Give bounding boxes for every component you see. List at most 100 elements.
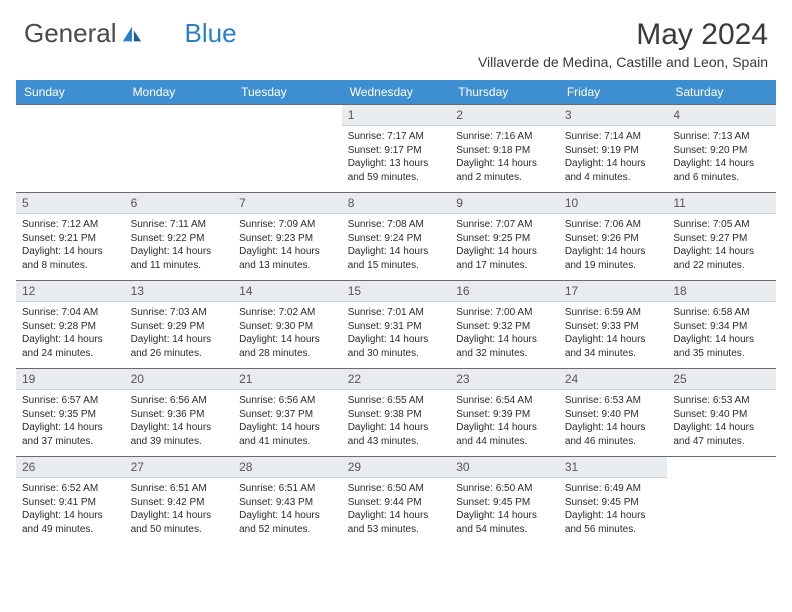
calendar-week-row: 19Sunrise: 6:57 AMSunset: 9:35 PMDayligh… <box>16 369 776 457</box>
day-details: Sunrise: 7:07 AMSunset: 9:25 PMDaylight:… <box>450 214 559 276</box>
daylight-text: Daylight: 14 hours and 4 minutes. <box>565 157 662 184</box>
sunset-text: Sunset: 9:34 PM <box>673 320 770 334</box>
sunrise-text: Sunrise: 7:01 AM <box>348 306 445 320</box>
sunset-text: Sunset: 9:24 PM <box>348 232 445 246</box>
day-number: 21 <box>233 369 342 390</box>
location-text: Villaverde de Medina, Castille and Leon,… <box>478 54 768 70</box>
day-details: Sunrise: 7:14 AMSunset: 9:19 PMDaylight:… <box>559 126 668 188</box>
daylight-text: Daylight: 14 hours and 47 minutes. <box>673 421 770 448</box>
day-number: 31 <box>559 457 668 478</box>
day-details: Sunrise: 6:54 AMSunset: 9:39 PMDaylight:… <box>450 390 559 452</box>
calendar-week-row: 1Sunrise: 7:17 AMSunset: 9:17 PMDaylight… <box>16 105 776 193</box>
day-number: 22 <box>342 369 451 390</box>
sunrise-text: Sunrise: 6:56 AM <box>131 394 228 408</box>
day-number: 26 <box>16 457 125 478</box>
day-details: Sunrise: 7:13 AMSunset: 9:20 PMDaylight:… <box>667 126 776 188</box>
daylight-text: Daylight: 14 hours and 34 minutes. <box>565 333 662 360</box>
calendar-day-cell <box>16 105 125 193</box>
calendar-day-cell: 19Sunrise: 6:57 AMSunset: 9:35 PMDayligh… <box>16 369 125 457</box>
day-details: Sunrise: 7:02 AMSunset: 9:30 PMDaylight:… <box>233 302 342 364</box>
calendar-day-cell: 18Sunrise: 6:58 AMSunset: 9:34 PMDayligh… <box>667 281 776 369</box>
sunrise-text: Sunrise: 6:50 AM <box>348 482 445 496</box>
calendar-day-cell: 30Sunrise: 6:50 AMSunset: 9:45 PMDayligh… <box>450 457 559 545</box>
day-number: 3 <box>559 105 668 126</box>
day-details: Sunrise: 6:51 AMSunset: 9:42 PMDaylight:… <box>125 478 234 540</box>
weekday-header: Monday <box>125 80 234 105</box>
daylight-text: Daylight: 14 hours and 46 minutes. <box>565 421 662 448</box>
sunrise-text: Sunrise: 7:05 AM <box>673 218 770 232</box>
calendar-week-row: 5Sunrise: 7:12 AMSunset: 9:21 PMDaylight… <box>16 193 776 281</box>
day-number: 30 <box>450 457 559 478</box>
day-details: Sunrise: 7:16 AMSunset: 9:18 PMDaylight:… <box>450 126 559 188</box>
daylight-text: Daylight: 14 hours and 35 minutes. <box>673 333 770 360</box>
sunset-text: Sunset: 9:35 PM <box>22 408 119 422</box>
sail-icon <box>121 24 143 44</box>
calendar-day-cell: 14Sunrise: 7:02 AMSunset: 9:30 PMDayligh… <box>233 281 342 369</box>
daylight-text: Daylight: 14 hours and 15 minutes. <box>348 245 445 272</box>
calendar-day-cell: 16Sunrise: 7:00 AMSunset: 9:32 PMDayligh… <box>450 281 559 369</box>
calendar-day-cell: 9Sunrise: 7:07 AMSunset: 9:25 PMDaylight… <box>450 193 559 281</box>
calendar-day-cell: 27Sunrise: 6:51 AMSunset: 9:42 PMDayligh… <box>125 457 234 545</box>
calendar-day-cell: 7Sunrise: 7:09 AMSunset: 9:23 PMDaylight… <box>233 193 342 281</box>
daylight-text: Daylight: 14 hours and 54 minutes. <box>456 509 553 536</box>
day-number: 4 <box>667 105 776 126</box>
day-number: 7 <box>233 193 342 214</box>
calendar-day-cell: 10Sunrise: 7:06 AMSunset: 9:26 PMDayligh… <box>559 193 668 281</box>
day-number: 18 <box>667 281 776 302</box>
title-block: May 2024 Villaverde de Medina, Castille … <box>478 18 768 70</box>
calendar-day-cell <box>233 105 342 193</box>
calendar-day-cell: 15Sunrise: 7:01 AMSunset: 9:31 PMDayligh… <box>342 281 451 369</box>
calendar-day-cell: 4Sunrise: 7:13 AMSunset: 9:20 PMDaylight… <box>667 105 776 193</box>
day-details: Sunrise: 7:05 AMSunset: 9:27 PMDaylight:… <box>667 214 776 276</box>
sunset-text: Sunset: 9:21 PM <box>22 232 119 246</box>
day-details: Sunrise: 6:53 AMSunset: 9:40 PMDaylight:… <box>559 390 668 452</box>
daylight-text: Daylight: 14 hours and 49 minutes. <box>22 509 119 536</box>
sunset-text: Sunset: 9:42 PM <box>131 496 228 510</box>
calendar-day-cell: 23Sunrise: 6:54 AMSunset: 9:39 PMDayligh… <box>450 369 559 457</box>
daylight-text: Daylight: 14 hours and 50 minutes. <box>131 509 228 536</box>
day-details: Sunrise: 6:58 AMSunset: 9:34 PMDaylight:… <box>667 302 776 364</box>
day-number: 29 <box>342 457 451 478</box>
daylight-text: Daylight: 14 hours and 8 minutes. <box>22 245 119 272</box>
day-details: Sunrise: 7:09 AMSunset: 9:23 PMDaylight:… <box>233 214 342 276</box>
sunset-text: Sunset: 9:28 PM <box>22 320 119 334</box>
calendar-week-row: 26Sunrise: 6:52 AMSunset: 9:41 PMDayligh… <box>16 457 776 545</box>
day-number: 5 <box>16 193 125 214</box>
daylight-text: Daylight: 14 hours and 6 minutes. <box>673 157 770 184</box>
day-number: 14 <box>233 281 342 302</box>
calendar-header-row: SundayMondayTuesdayWednesdayThursdayFrid… <box>16 80 776 105</box>
sunrise-text: Sunrise: 6:49 AM <box>565 482 662 496</box>
weekday-header: Wednesday <box>342 80 451 105</box>
sunset-text: Sunset: 9:26 PM <box>565 232 662 246</box>
day-number: 8 <box>342 193 451 214</box>
calendar-day-cell: 20Sunrise: 6:56 AMSunset: 9:36 PMDayligh… <box>125 369 234 457</box>
day-details: Sunrise: 6:52 AMSunset: 9:41 PMDaylight:… <box>16 478 125 540</box>
sunset-text: Sunset: 9:40 PM <box>565 408 662 422</box>
sunrise-text: Sunrise: 6:54 AM <box>456 394 553 408</box>
day-number: 1 <box>342 105 451 126</box>
calendar-day-cell: 24Sunrise: 6:53 AMSunset: 9:40 PMDayligh… <box>559 369 668 457</box>
sunrise-text: Sunrise: 7:17 AM <box>348 130 445 144</box>
sunset-text: Sunset: 9:36 PM <box>131 408 228 422</box>
sunrise-text: Sunrise: 6:57 AM <box>22 394 119 408</box>
day-details: Sunrise: 6:56 AMSunset: 9:37 PMDaylight:… <box>233 390 342 452</box>
day-details: Sunrise: 7:12 AMSunset: 9:21 PMDaylight:… <box>16 214 125 276</box>
sunset-text: Sunset: 9:22 PM <box>131 232 228 246</box>
weekday-header: Thursday <box>450 80 559 105</box>
daylight-text: Daylight: 14 hours and 44 minutes. <box>456 421 553 448</box>
sunrise-text: Sunrise: 7:12 AM <box>22 218 119 232</box>
calendar-day-cell: 22Sunrise: 6:55 AMSunset: 9:38 PMDayligh… <box>342 369 451 457</box>
sunset-text: Sunset: 9:39 PM <box>456 408 553 422</box>
daylight-text: Daylight: 14 hours and 11 minutes. <box>131 245 228 272</box>
day-details: Sunrise: 6:56 AMSunset: 9:36 PMDaylight:… <box>125 390 234 452</box>
day-number: 28 <box>233 457 342 478</box>
daylight-text: Daylight: 14 hours and 22 minutes. <box>673 245 770 272</box>
sunset-text: Sunset: 9:31 PM <box>348 320 445 334</box>
day-number: 11 <box>667 193 776 214</box>
calendar-day-cell: 5Sunrise: 7:12 AMSunset: 9:21 PMDaylight… <box>16 193 125 281</box>
calendar-day-cell: 29Sunrise: 6:50 AMSunset: 9:44 PMDayligh… <box>342 457 451 545</box>
daylight-text: Daylight: 14 hours and 52 minutes. <box>239 509 336 536</box>
sunrise-text: Sunrise: 7:16 AM <box>456 130 553 144</box>
sunrise-text: Sunrise: 7:02 AM <box>239 306 336 320</box>
day-details: Sunrise: 7:04 AMSunset: 9:28 PMDaylight:… <box>16 302 125 364</box>
